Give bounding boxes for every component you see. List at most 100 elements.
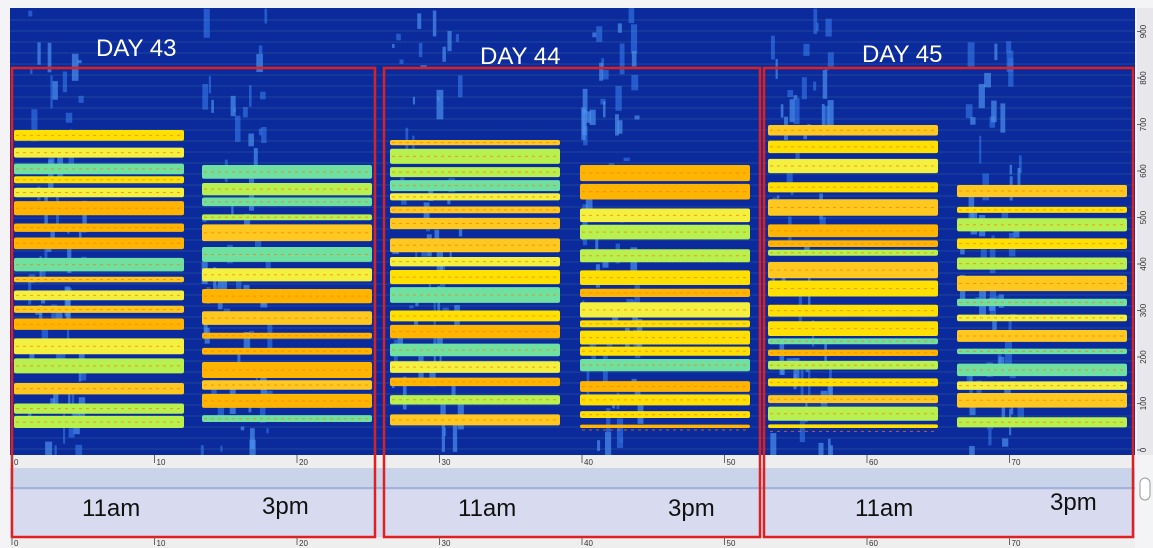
time-label: 11am xyxy=(458,495,516,522)
noise xyxy=(37,42,40,64)
day-label: DAY 44 xyxy=(480,43,561,70)
noise xyxy=(631,75,638,90)
noise xyxy=(602,70,608,80)
noise xyxy=(442,47,445,62)
axis-label: 800 xyxy=(1139,71,1148,85)
noise xyxy=(63,71,67,92)
noise xyxy=(392,44,394,48)
time-label: 3pm xyxy=(668,495,715,522)
axis-label: 50 xyxy=(727,458,736,467)
noise xyxy=(436,90,443,120)
axis-label: 10 xyxy=(157,539,166,548)
time-label: 11am xyxy=(82,495,140,522)
noise xyxy=(629,8,635,23)
spectrogram-screen: DAY 43 DAY 44 DAY 45 11am 3pm 11am 3pm 1… xyxy=(0,0,1153,548)
noise xyxy=(617,419,623,448)
noise xyxy=(66,113,72,123)
time-label: 3pm xyxy=(262,493,309,520)
axis-label: 70 xyxy=(1012,539,1021,548)
noise xyxy=(50,76,52,109)
noise xyxy=(211,100,214,113)
noise xyxy=(456,34,459,42)
noise xyxy=(259,45,263,66)
noise xyxy=(823,70,827,99)
axis-label: 200 xyxy=(1139,350,1148,364)
axis-label: 700 xyxy=(1139,117,1148,131)
scroll-knob[interactable] xyxy=(1140,478,1150,500)
noise xyxy=(458,76,463,98)
noise xyxy=(1010,165,1012,175)
noise xyxy=(631,24,637,53)
axis-label: 500 xyxy=(1139,210,1148,224)
time-label: 11am xyxy=(855,495,913,522)
axis-label: 600 xyxy=(1139,164,1148,178)
noise xyxy=(771,36,775,60)
noise xyxy=(582,110,587,135)
noise xyxy=(28,11,32,17)
axis-label: 30 xyxy=(442,458,451,467)
noise xyxy=(615,86,621,111)
noise xyxy=(803,44,809,56)
axis-label: 0 xyxy=(14,458,19,467)
noise xyxy=(419,43,423,57)
noise xyxy=(417,13,421,29)
axis-label: 10 xyxy=(157,458,166,467)
noise xyxy=(994,44,997,61)
axis-label: 300 xyxy=(1139,303,1148,317)
axis-label: 40 xyxy=(584,539,593,548)
noise xyxy=(209,76,211,93)
noise xyxy=(618,23,622,32)
noise xyxy=(597,440,600,451)
axis-label: 400 xyxy=(1139,257,1148,271)
axis-label: 50 xyxy=(727,539,736,548)
noise xyxy=(248,134,254,147)
noise xyxy=(624,158,630,161)
axis-label: 40 xyxy=(584,458,593,467)
bottom-axis xyxy=(10,455,1135,468)
noise xyxy=(603,101,606,117)
noise xyxy=(781,104,784,117)
time-label: 3pm xyxy=(1050,489,1097,516)
noise xyxy=(447,31,451,51)
axis-label: 0 xyxy=(1139,447,1148,452)
noise xyxy=(979,84,985,108)
noise xyxy=(1018,168,1021,186)
noise xyxy=(968,42,975,66)
overview-strip xyxy=(10,468,1135,490)
noise xyxy=(966,104,973,118)
noise xyxy=(235,116,241,142)
noise xyxy=(787,90,793,97)
noise xyxy=(243,107,248,118)
noise xyxy=(970,117,975,125)
noise xyxy=(770,433,776,457)
noise xyxy=(266,428,268,433)
noise xyxy=(260,92,266,100)
noise xyxy=(790,99,795,122)
axis-label: 20 xyxy=(299,539,308,548)
noise xyxy=(1002,438,1008,446)
noise xyxy=(802,77,807,99)
noise xyxy=(825,19,831,37)
axis-label: 60 xyxy=(869,539,878,548)
noise xyxy=(204,9,210,38)
noise xyxy=(960,248,964,254)
axis-label: 70 xyxy=(1012,458,1021,467)
noise xyxy=(828,52,834,67)
day-label: DAY 43 xyxy=(96,35,177,62)
noise xyxy=(615,114,619,135)
noise xyxy=(979,136,981,164)
noise xyxy=(620,44,625,75)
noise xyxy=(816,23,819,31)
axis-label: 60 xyxy=(869,458,878,467)
noise xyxy=(69,428,75,437)
noise xyxy=(259,129,263,136)
day-label: DAY 45 xyxy=(862,41,943,68)
noise xyxy=(583,89,588,113)
axis-label: 100 xyxy=(1139,396,1148,410)
noise xyxy=(779,344,784,375)
noise xyxy=(249,85,252,107)
noise xyxy=(599,63,603,81)
noise xyxy=(399,60,403,64)
axis-label: 20 xyxy=(299,458,308,467)
noise xyxy=(590,110,596,125)
